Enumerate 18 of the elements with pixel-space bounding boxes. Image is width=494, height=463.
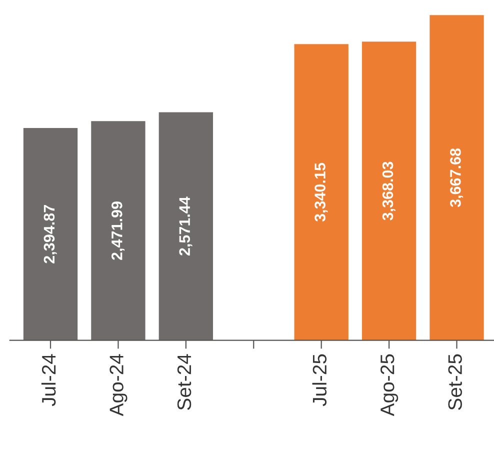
bar: [362, 42, 416, 340]
x-tick-label: Set-25: [448, 354, 462, 410]
data-label: 2,571.44: [179, 196, 192, 256]
bar: [294, 44, 348, 340]
bar: [158, 112, 214, 340]
bar: [23, 128, 78, 340]
bar: [91, 121, 146, 340]
data-label: 2,394.87: [44, 205, 57, 264]
x-tick-label: Set-24: [177, 354, 192, 410]
x-tick-label: Ago-24: [110, 354, 128, 416]
x-tick-label: Jul-24: [41, 354, 56, 406]
data-label: 3,340.15: [314, 162, 328, 222]
data-label: 3,667.68: [450, 148, 464, 208]
data-label: 2,471.99: [111, 202, 125, 260]
x-tick-label: Ago-25: [380, 354, 398, 416]
data-label: 3,368.03: [382, 162, 396, 220]
bar: [430, 15, 484, 340]
x-tick-label: Jul-25: [312, 354, 327, 406]
